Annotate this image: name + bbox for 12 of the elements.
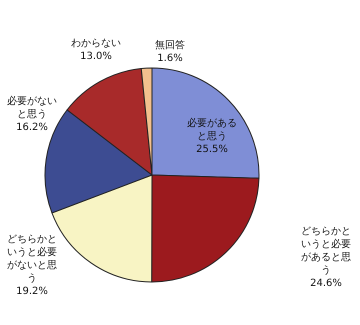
data-label: 19.2% <box>16 286 48 297</box>
slice-label: 無回答 <box>155 39 185 51</box>
data-label: 1.6% <box>157 53 183 64</box>
slice-label: わからない <box>71 38 121 49</box>
data-label: 16.2% <box>16 122 48 133</box>
slice-label: どちらかというと必要があると思う <box>301 226 351 276</box>
data-label: 13.0% <box>80 51 112 62</box>
data-label: 25.5% <box>196 144 228 155</box>
slice-label: どちらかというと必要がないと思う <box>7 234 57 284</box>
data-label: 24.6% <box>310 278 342 289</box>
slice-label: 必要があると思う <box>187 117 237 142</box>
slice-label: 必要がないと思う <box>7 95 57 120</box>
